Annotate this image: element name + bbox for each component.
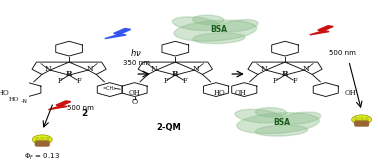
Ellipse shape	[237, 113, 319, 134]
Circle shape	[32, 135, 52, 144]
Text: HO: HO	[214, 89, 225, 97]
Text: 2-QM: 2-QM	[156, 123, 181, 132]
Text: F: F	[183, 77, 187, 85]
Text: N: N	[302, 65, 309, 73]
Polygon shape	[310, 26, 333, 35]
Text: F: F	[76, 77, 81, 85]
Text: HO: HO	[9, 97, 19, 102]
Text: =CH₂: =CH₂	[103, 86, 116, 91]
Text: $h\nu$: $h\nu$	[130, 47, 142, 58]
Polygon shape	[48, 101, 71, 110]
Text: N: N	[151, 65, 158, 73]
Ellipse shape	[193, 33, 245, 44]
Text: BSA: BSA	[273, 118, 290, 127]
Text: 350 nm: 350 nm	[122, 60, 149, 66]
Text: HO: HO	[0, 89, 9, 97]
Text: N: N	[87, 65, 93, 73]
Ellipse shape	[218, 20, 258, 32]
FancyBboxPatch shape	[36, 141, 49, 146]
Text: F: F	[163, 77, 168, 85]
Ellipse shape	[193, 15, 224, 25]
Ellipse shape	[256, 108, 287, 117]
Text: OH: OH	[235, 89, 247, 97]
Text: B: B	[172, 70, 178, 78]
Text: F: F	[273, 77, 278, 85]
Text: OH: OH	[345, 89, 356, 97]
Text: 500 nm: 500 nm	[329, 50, 356, 56]
Text: B: B	[66, 70, 72, 78]
Text: B: B	[282, 70, 288, 78]
Text: $\Phi_F$ = 0.13: $\Phi_F$ = 0.13	[24, 152, 60, 162]
Text: N: N	[193, 65, 200, 73]
Text: 2: 2	[81, 109, 87, 118]
Text: –N: –N	[20, 99, 27, 104]
Text: O: O	[132, 97, 138, 106]
Text: N: N	[261, 65, 268, 73]
Ellipse shape	[235, 109, 283, 123]
Text: OH: OH	[129, 89, 141, 97]
Text: F: F	[292, 77, 297, 85]
Text: BSA: BSA	[210, 25, 227, 34]
Ellipse shape	[256, 125, 308, 136]
Text: F: F	[57, 77, 62, 85]
Ellipse shape	[281, 112, 321, 124]
Text: 500 nm: 500 nm	[67, 105, 93, 111]
Ellipse shape	[174, 20, 257, 41]
Circle shape	[352, 115, 372, 124]
Polygon shape	[105, 29, 131, 39]
Ellipse shape	[172, 17, 220, 31]
FancyBboxPatch shape	[355, 121, 369, 126]
Text: N: N	[45, 65, 52, 73]
